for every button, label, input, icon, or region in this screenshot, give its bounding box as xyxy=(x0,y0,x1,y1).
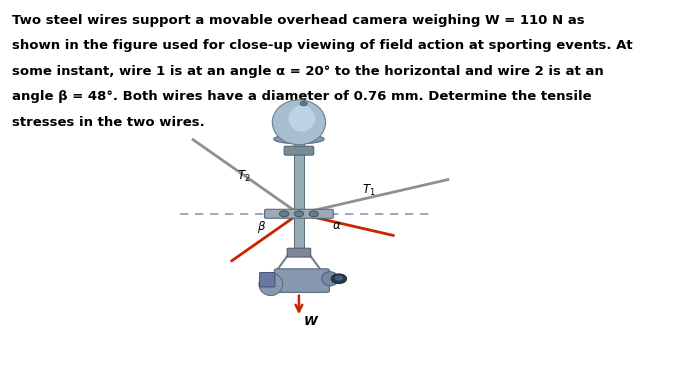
Ellipse shape xyxy=(322,272,339,286)
Ellipse shape xyxy=(274,135,324,144)
Text: angle β = 48°. Both wires have a diameter of 0.76 mm. Determine the tensile: angle β = 48°. Both wires have a diamete… xyxy=(12,90,591,103)
Text: stresses in the two wires.: stresses in the two wires. xyxy=(12,116,205,128)
FancyBboxPatch shape xyxy=(284,146,314,155)
Circle shape xyxy=(331,274,347,283)
Circle shape xyxy=(334,276,343,280)
FancyBboxPatch shape xyxy=(294,143,303,211)
Ellipse shape xyxy=(289,105,315,132)
FancyBboxPatch shape xyxy=(274,269,330,292)
Circle shape xyxy=(279,211,289,217)
Circle shape xyxy=(294,211,303,217)
Circle shape xyxy=(309,211,319,217)
Text: W: W xyxy=(303,315,317,328)
Text: Two steel wires support a movable overhead camera weighing W = 110 N as: Two steel wires support a movable overhe… xyxy=(12,14,585,27)
Text: $\alpha$: $\alpha$ xyxy=(332,219,341,232)
FancyBboxPatch shape xyxy=(260,273,275,287)
Ellipse shape xyxy=(259,273,283,296)
FancyBboxPatch shape xyxy=(294,216,303,250)
Text: $T_2$: $T_2$ xyxy=(237,169,251,184)
Circle shape xyxy=(300,101,307,106)
Text: some instant, wire 1 is at an angle α = 20° to the horizontal and wire 2 is at a: some instant, wire 1 is at an angle α = … xyxy=(12,65,603,78)
Text: $T_1$: $T_1$ xyxy=(362,183,376,198)
Ellipse shape xyxy=(272,100,325,145)
FancyBboxPatch shape xyxy=(265,209,333,218)
Text: shown in the figure used for close-up viewing of field action at sporting events: shown in the figure used for close-up vi… xyxy=(12,39,632,52)
Text: $\beta$: $\beta$ xyxy=(257,219,266,235)
FancyBboxPatch shape xyxy=(287,248,311,257)
